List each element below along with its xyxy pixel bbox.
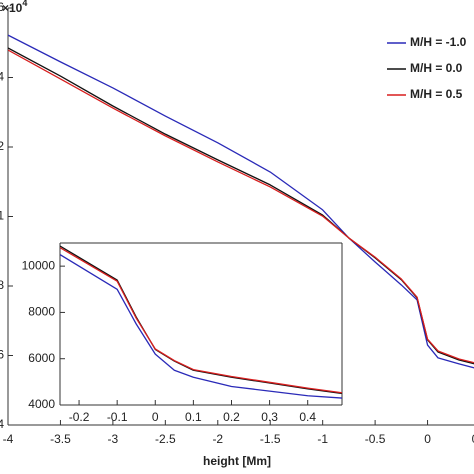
y-tick-label: 1.2 — [0, 139, 4, 153]
legend-label: M/H = 0.5 — [410, 87, 463, 101]
legend: M/H = -1.0 M/H = 0.0 M/H = 0.5 — [387, 35, 467, 101]
y-tick-label: 0.6 — [0, 348, 4, 362]
y-multiplier: ×104 — [2, 0, 27, 15]
y-tick-label: 6000 — [28, 351, 55, 365]
y-tick-label: 4000 — [28, 397, 55, 411]
y-tick-label: 0.4 — [0, 417, 4, 431]
series-line — [60, 247, 342, 394]
legend-label: M/H = -1.0 — [410, 35, 467, 49]
y-tick-label: 0.8 — [0, 278, 4, 292]
x-tick-label: 0.2 — [223, 410, 240, 424]
y-tick-label: 1.4 — [0, 70, 4, 84]
x-tick-label: -2.5 — [155, 432, 176, 446]
y-tick-label: 1 — [0, 209, 4, 223]
y-multiplier-base: ×10 — [2, 1, 23, 15]
y-tick-label: 8000 — [28, 305, 55, 319]
x-tick-label: 0.5 — [472, 432, 474, 446]
legend-label: M/H = 0.0 — [410, 61, 463, 75]
y-multiplier-exponent: 4 — [22, 0, 27, 8]
series-line — [8, 49, 474, 364]
x-tick-label: -3.5 — [50, 432, 71, 446]
series-line — [60, 254, 342, 399]
x-tick-label: -0.1 — [107, 410, 128, 424]
x-tick-label: 0.1 — [185, 410, 202, 424]
x-tick-label: 0 — [152, 410, 159, 424]
x-tick-label: 0.3 — [261, 410, 278, 424]
x-tick-label: -0.2 — [69, 410, 90, 424]
y-tick-label: 10000 — [22, 258, 56, 272]
x-axis-label: height [Mm] — [203, 454, 271, 468]
inset-plot: -0.2 -0.1 0 0.1 0.2 0.3 0.4 4000 6000 8000 10000 — [22, 242, 343, 424]
x-tick-label: -3 — [108, 432, 119, 446]
x-tick-label: -1.5 — [260, 432, 281, 446]
x-tick-label: -4 — [3, 432, 14, 446]
x-tick-label: -1 — [317, 432, 328, 446]
main-plot: -4 -3.5 -3 -2.5 -2 -1.5 -1 -0.5 0 0.5 0.4 0.6 0.8 1 1.… — [0, 0, 474, 446]
x-tick-label: 0.4 — [299, 410, 316, 424]
x-tick-label: -0.5 — [365, 432, 386, 446]
y-tick-label: 1.6 — [0, 0, 4, 14]
x-tick-label: 0 — [424, 432, 431, 446]
x-tick-label: -2 — [212, 432, 223, 446]
inset-background — [60, 243, 342, 405]
